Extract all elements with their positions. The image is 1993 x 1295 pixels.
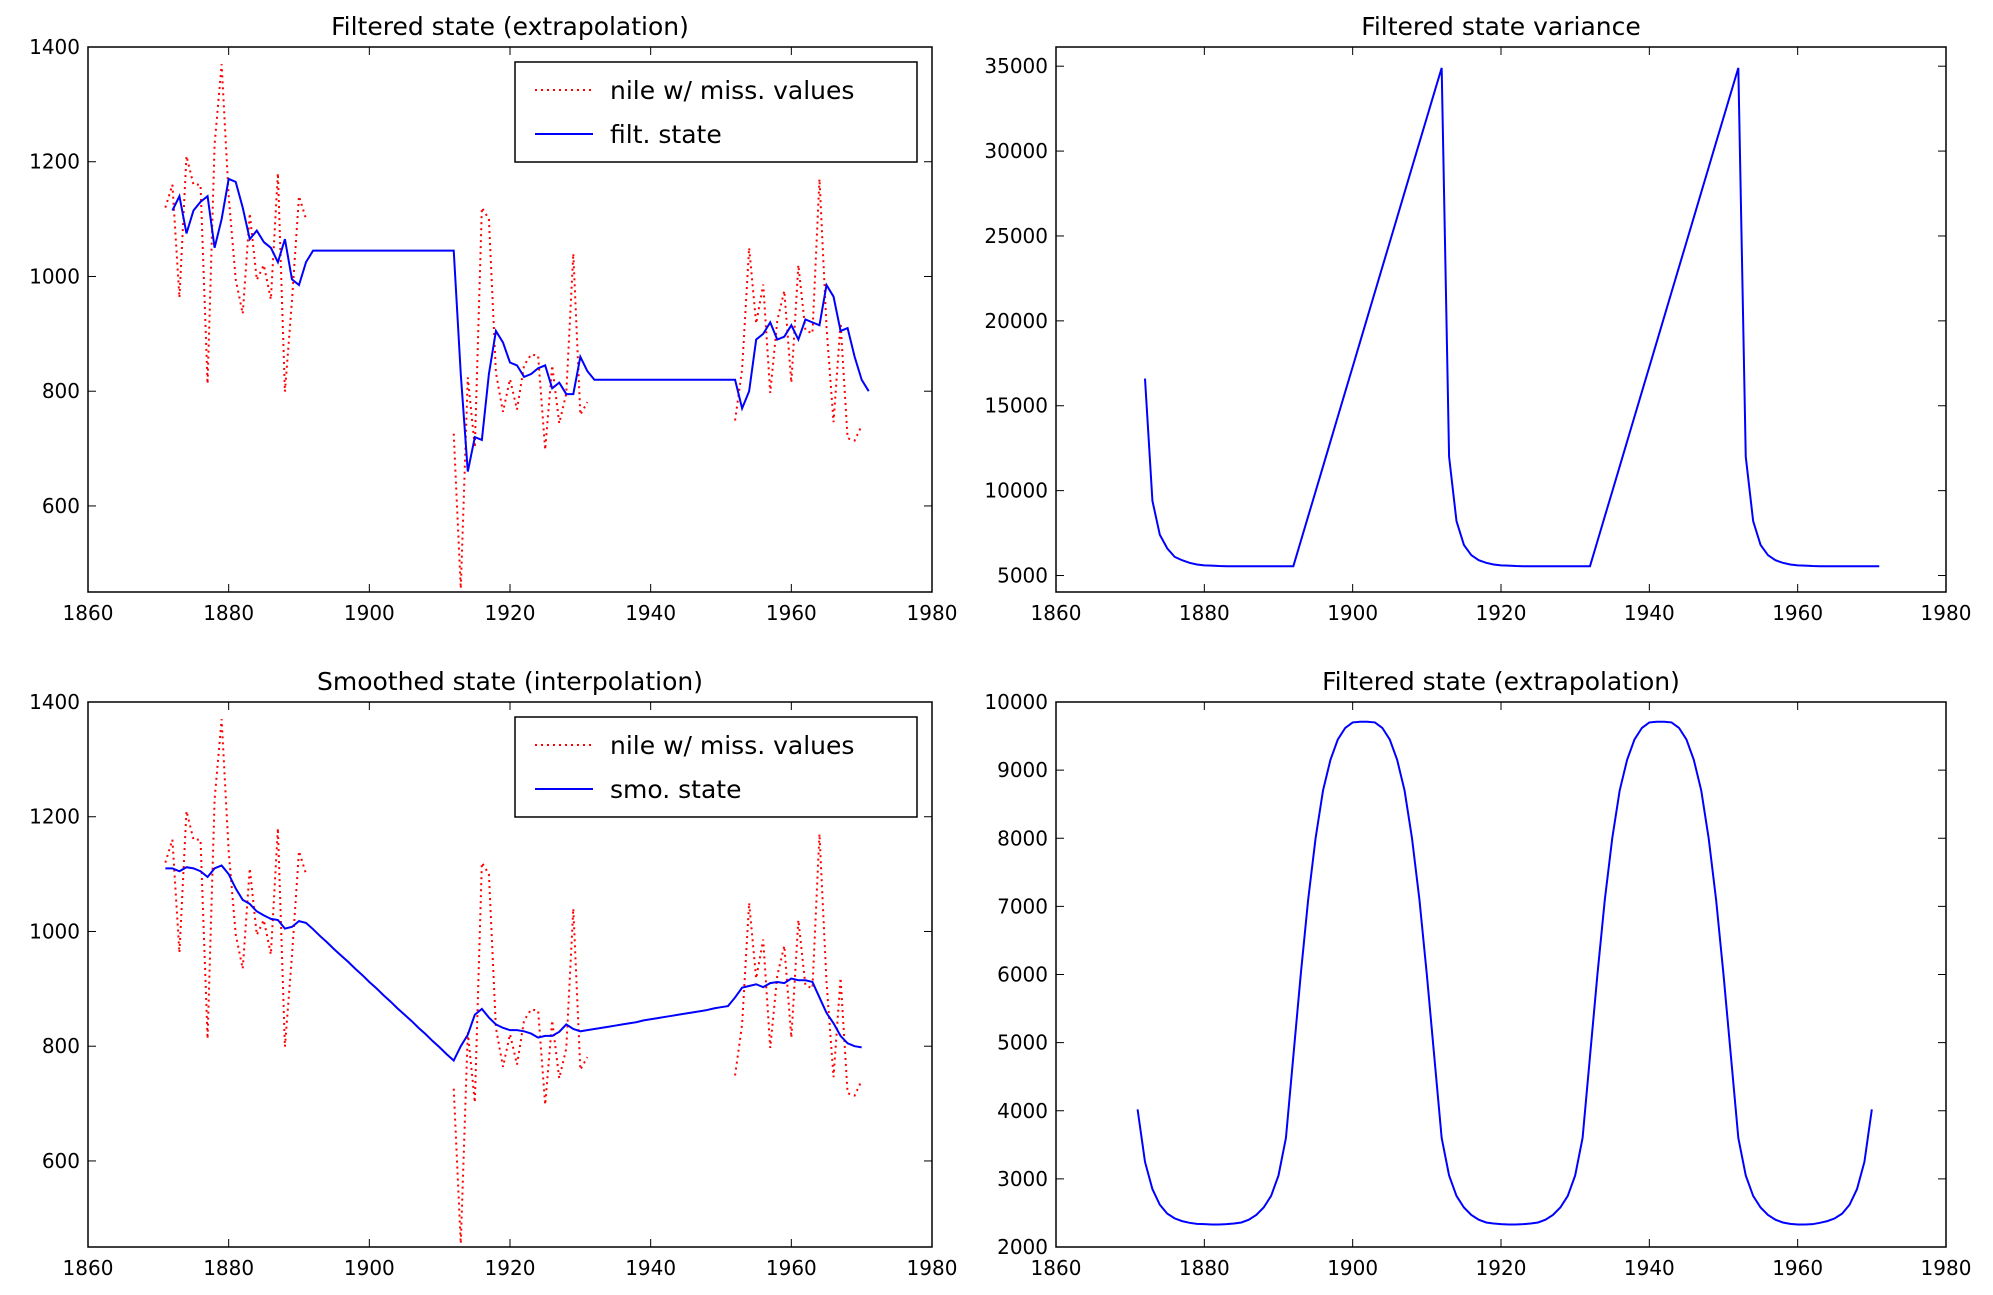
legend-label: nile w/ miss. values — [610, 731, 854, 760]
y-tick-label: 7000 — [997, 894, 1048, 918]
y-tick-label: 1200 — [29, 805, 80, 829]
x-tick-label: 1960 — [766, 601, 817, 625]
x-tick-label: 1940 — [625, 601, 676, 625]
x-tick-label: 1860 — [1031, 601, 1082, 625]
x-tick-label: 1900 — [1327, 601, 1378, 625]
legend-label: nile w/ miss. values — [610, 76, 854, 105]
series-line — [164, 64, 863, 589]
x-tick-label: 1920 — [1476, 1256, 1527, 1280]
x-tick-label: 1860 — [1031, 1256, 1082, 1280]
y-tick-label: 1000 — [29, 264, 80, 288]
y-tick-label: 1200 — [29, 150, 80, 174]
x-tick-label: 1860 — [63, 601, 114, 625]
y-tick-label: 8000 — [997, 826, 1048, 850]
x-tick-label: 1900 — [344, 601, 395, 625]
x-tick-label: 1920 — [485, 601, 536, 625]
chart-title: Filtered state (extrapolation) — [1322, 667, 1680, 696]
subplot: Filtered state (extrapolation) 1860 1880 19… — [984, 667, 1971, 1280]
x-tick-label: 1980 — [907, 601, 958, 625]
legend-box — [514, 716, 918, 818]
y-tick-label: 1400 — [29, 690, 80, 714]
y-tick-label: 20000 — [984, 309, 1048, 333]
legend-label: smo. state — [610, 775, 741, 804]
y-tick-label: 30000 — [984, 139, 1048, 163]
x-tick-label: 1880 — [203, 1256, 254, 1280]
series-line — [171, 177, 870, 472]
y-tick-label: 3000 — [997, 1167, 1048, 1191]
y-tick-label: 25000 — [984, 224, 1048, 248]
series-line — [165, 864, 862, 1063]
y-tick-label: 9000 — [997, 758, 1048, 782]
x-tick-label: 1920 — [485, 1256, 536, 1280]
x-tick-label: 1980 — [907, 1256, 958, 1280]
y-tick-label: 15000 — [984, 394, 1048, 418]
y-tick-label: 10000 — [984, 479, 1048, 503]
y-tick-label: 4000 — [997, 1099, 1048, 1123]
series-line — [1136, 720, 1873, 1226]
y-tick-label: 1000 — [29, 919, 80, 943]
y-tick-label: 600 — [42, 1149, 80, 1173]
axes-frame — [1055, 46, 1947, 593]
x-tick-label: 1960 — [1772, 1256, 1823, 1280]
chart-title: Filtered state (extrapolation) — [331, 12, 689, 41]
y-tick-label: 6000 — [997, 963, 1048, 987]
subplot: Filtered state variance 1860 1880 1900 1920 1… — [984, 12, 1971, 625]
legend-box — [514, 61, 918, 163]
y-tick-label: 10000 — [984, 690, 1048, 714]
x-tick-label: 1940 — [1624, 601, 1675, 625]
x-tick-label: 1860 — [63, 1256, 114, 1280]
x-tick-label: 1960 — [1772, 601, 1823, 625]
legend-label: filt. state — [610, 120, 722, 149]
x-tick-label: 1960 — [766, 1256, 817, 1280]
subplot: Filtered state (extrapolation) 1860 1880 19… — [29, 12, 957, 625]
y-tick-label: 1400 — [29, 35, 80, 59]
x-tick-label: 1900 — [1327, 1256, 1378, 1280]
x-tick-label: 1920 — [1476, 601, 1527, 625]
y-tick-label: 5000 — [997, 1031, 1048, 1055]
series-line — [164, 719, 863, 1244]
y-tick-label: 5000 — [997, 564, 1048, 588]
x-tick-label: 1900 — [344, 1256, 395, 1280]
chart-title: Filtered state variance — [1361, 12, 1640, 41]
chart-title: Smoothed state (interpolation) — [317, 667, 703, 696]
y-tick-label: 800 — [42, 1034, 80, 1058]
y-tick-label: 35000 — [984, 54, 1048, 78]
y-tick-label: 800 — [42, 379, 80, 403]
subplot: Smoothed state (interpolation) 1860 1880 19… — [29, 667, 957, 1280]
y-tick-label: 600 — [42, 494, 80, 518]
x-tick-label: 1980 — [1921, 1256, 1972, 1280]
axes-frame — [1055, 701, 1947, 1248]
x-tick-label: 1980 — [1921, 601, 1972, 625]
x-tick-label: 1940 — [625, 1256, 676, 1280]
x-tick-label: 1940 — [1624, 1256, 1675, 1280]
x-tick-label: 1880 — [1179, 1256, 1230, 1280]
y-tick-label: 2000 — [997, 1235, 1048, 1259]
x-tick-label: 1880 — [203, 601, 254, 625]
series-line — [1144, 67, 1880, 568]
x-tick-label: 1880 — [1179, 601, 1230, 625]
